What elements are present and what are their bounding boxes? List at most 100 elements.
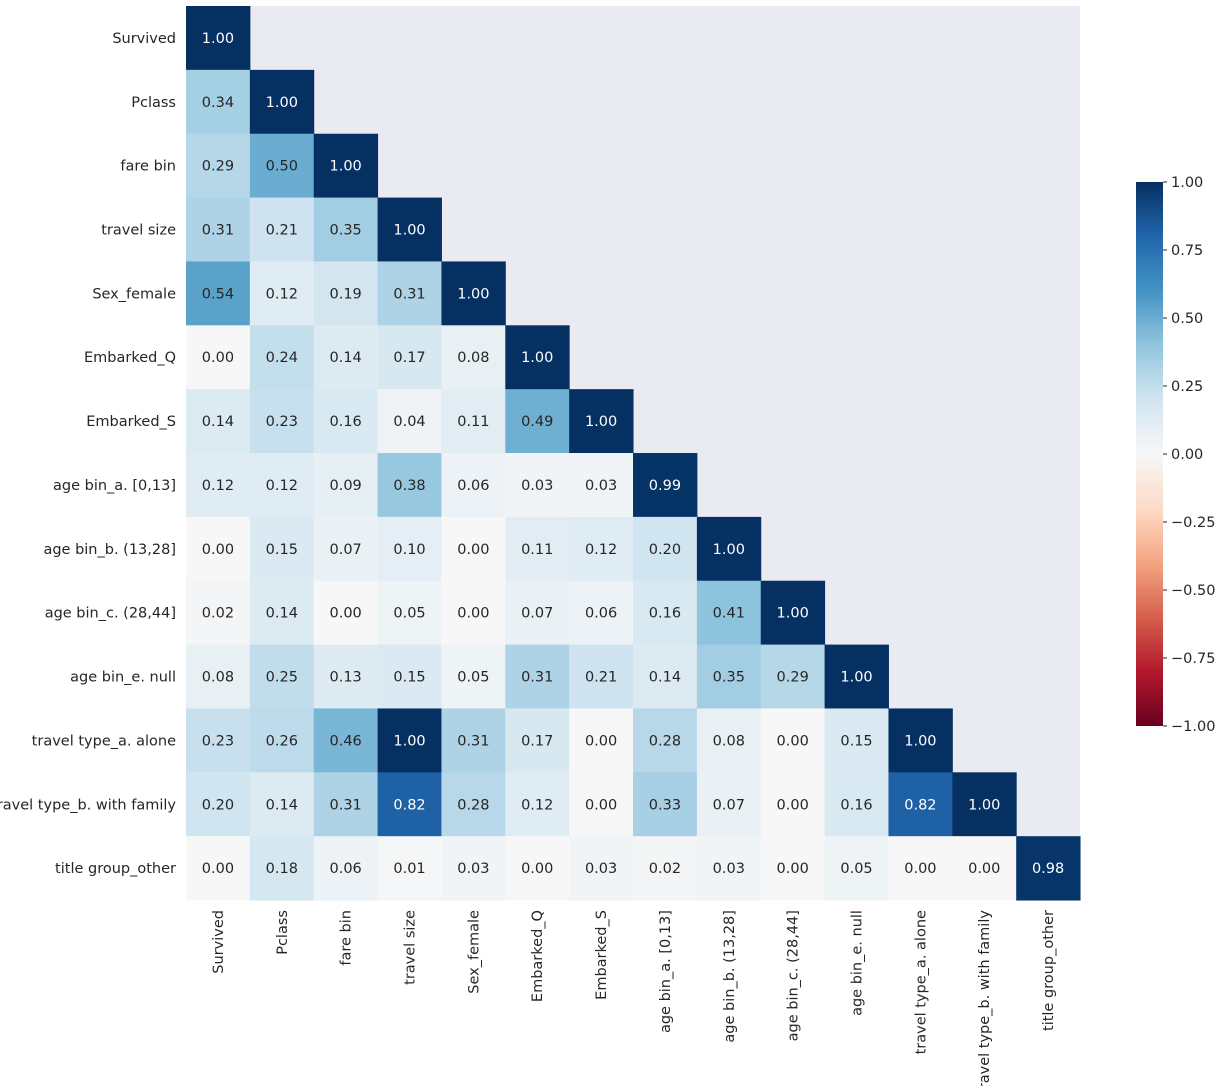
heatmap-cell-travel-type-b-with-family-travel-type-b-with-family — [952, 772, 1017, 837]
heatmap-cell-age-bin-e-null-age-bin-b-13-28 — [696, 644, 762, 709]
cell-annotation: 0.14 — [649, 670, 681, 686]
y-tick-label-sex-female: Sex_female — [92, 286, 176, 302]
heatmap-cell-travel-type-a-alone-embarked-q — [505, 708, 570, 773]
cell-annotation: 0.82 — [904, 797, 936, 813]
cell-annotation: 0.33 — [649, 797, 681, 813]
cell-annotation: 0.02 — [202, 606, 234, 622]
heatmap-cell-age-bin-b-13-28-sex-female — [441, 516, 506, 582]
heatmap-cell-embarked-q-sex-female — [441, 325, 506, 390]
y-tick-label-travel-type-a-alone: travel type_a. alone — [32, 733, 176, 749]
cell-annotation: 1.00 — [330, 159, 362, 175]
cell-annotation: 0.23 — [266, 414, 298, 430]
cell-annotation: 0.00 — [202, 542, 234, 558]
heatmap-cell-title-group-other-travel-type-b-with-family — [952, 836, 1017, 901]
heatmap-cell-fare-bin-fare-bin — [313, 133, 379, 199]
x-tick-label-survived: Survived — [211, 910, 227, 974]
heatmap-cell-travel-type-a-alone-age-bin-c-28-44 — [760, 708, 826, 773]
colorbar-tick-label: 0.00 — [1171, 447, 1203, 463]
heatmap-cell-title-group-other-survived — [186, 836, 251, 901]
cell-annotation: 0.29 — [777, 670, 809, 686]
heatmap-cell-travel-type-a-alone-sex-female — [441, 708, 506, 773]
heatmap-cell-fare-bin-survived — [186, 133, 251, 199]
cell-annotation: 0.07 — [713, 797, 745, 813]
colorbar-ticks: 1.00 0.75 0.50 0.25 0.00 −0.25 −0.50 −0.75 −1.00 — [1163, 175, 1215, 735]
y-tick-label-age-bin-c-28-44: age bin_c. (28,44] — [45, 606, 176, 622]
cell-annotation: 0.18 — [266, 861, 298, 877]
cell-annotation: 0.05 — [840, 861, 872, 877]
heatmap-annotations: 1.00 0.34 1.00 0.29 0.50 1.00 0.31 0.21 0.35 1.00… — [202, 31, 1064, 877]
heatmap-cell-age-bin-b-13-28-age-bin-b-13-28 — [696, 516, 762, 582]
heatmap-cell-travel-type-b-with-family-fare-bin — [313, 772, 379, 837]
colorbar-tick-label: 0.50 — [1171, 311, 1203, 327]
x-tick-label-travel-size: travel size — [403, 910, 419, 985]
heatmap-cell-travel-type-b-with-family-travel-size — [377, 772, 442, 837]
heatmap-cell-age-bin-c-28-44-pclass — [249, 580, 315, 646]
cell-annotation: 0.05 — [457, 670, 489, 686]
cell-annotation: 0.31 — [521, 670, 553, 686]
heatmap-cell-fare-bin-pclass — [249, 133, 315, 199]
heatmap-cells — [186, 6, 1081, 901]
cell-annotation: 0.15 — [266, 542, 298, 558]
colorbar-tick-label: 0.75 — [1171, 243, 1203, 259]
cell-annotation: 0.21 — [266, 223, 298, 239]
cell-annotation: 0.28 — [457, 797, 489, 813]
cell-annotation: 0.35 — [713, 670, 745, 686]
heatmap-cell-age-bin-e-null-sex-female — [441, 644, 506, 709]
heatmap-cell-age-bin-c-28-44-embarked-s — [569, 580, 634, 646]
heatmap-cell-travel-size-pclass — [249, 197, 315, 262]
cell-annotation: 0.03 — [713, 861, 745, 877]
cell-annotation: 1.00 — [202, 31, 234, 47]
cell-annotation: 0.15 — [393, 670, 425, 686]
cell-annotation: 0.03 — [585, 861, 617, 877]
x-tick-label-travel-type-a-alone: travel type_a. alone — [913, 910, 929, 1054]
cell-annotation: 0.17 — [393, 350, 425, 366]
heatmap-cell-age-bin-a-0-13-embarked-s — [569, 453, 634, 518]
cell-annotation: 0.00 — [521, 861, 553, 877]
heatmap-cell-age-bin-a-0-13-survived — [186, 453, 251, 518]
heatmap-cell-travel-type-a-alone-age-bin-b-13-28 — [696, 708, 762, 773]
cell-annotation: 0.31 — [457, 733, 489, 749]
cell-annotation: 0.10 — [393, 542, 425, 558]
cell-annotation: 0.19 — [330, 286, 362, 302]
colorbar-tick-label: −1.00 — [1171, 719, 1215, 735]
cell-annotation: 0.12 — [266, 286, 298, 302]
x-tick-label-sex-female: Sex_female — [466, 910, 482, 994]
heatmap-cell-age-bin-a-0-13-pclass — [249, 453, 315, 518]
cell-annotation: 0.14 — [330, 350, 362, 366]
heatmap-cell-age-bin-e-null-embarked-s — [569, 644, 634, 709]
heatmap-cell-travel-type-b-with-family-age-bin-a-0-13 — [633, 772, 698, 837]
cell-annotation: 0.01 — [393, 861, 425, 877]
cell-annotation: 0.99 — [649, 478, 681, 494]
heatmap-cell-age-bin-b-13-28-travel-size — [377, 516, 442, 582]
x-tick-label-age-bin-a-0-13: age bin_a. [0,13] — [658, 910, 674, 1033]
heatmap-cell-travel-type-b-with-family-travel-type-a-alone — [888, 772, 953, 837]
heatmap-cell-pclass-pclass — [249, 69, 315, 135]
cell-annotation: 0.26 — [266, 733, 298, 749]
heatmap-cell-travel-type-b-with-family-embarked-q — [505, 772, 570, 837]
cell-annotation: 0.46 — [330, 733, 362, 749]
heatmap-cell-age-bin-c-28-44-travel-size — [377, 580, 442, 646]
cell-annotation: 1.00 — [904, 733, 936, 749]
x-tick-label-age-bin-b-13-28: age bin_b. (13,28] — [722, 910, 738, 1043]
cell-annotation: 0.31 — [330, 797, 362, 813]
heatmap-cell-pclass-survived — [186, 69, 251, 135]
heatmap-cell-travel-type-b-with-family-age-bin-e-null — [824, 772, 889, 837]
heatmap-cell-age-bin-a-0-13-fare-bin — [313, 453, 379, 518]
heatmap-cell-title-group-other-embarked-q — [505, 836, 570, 901]
heatmap-cell-title-group-other-fare-bin — [313, 836, 379, 901]
x-tick-label-fare-bin: fare bin — [339, 910, 355, 966]
cell-annotation: 0.12 — [202, 478, 234, 494]
cell-annotation: 1.00 — [521, 350, 553, 366]
cell-annotation: 0.00 — [457, 542, 489, 558]
heatmap-cell-title-group-other-age-bin-e-null — [824, 836, 889, 901]
heatmap-cell-age-bin-b-13-28-embarked-s — [569, 516, 634, 582]
heatmap-cell-age-bin-c-28-44-fare-bin — [313, 580, 379, 646]
heatmap-cell-embarked-s-survived — [186, 389, 251, 454]
heatmap-cell-age-bin-b-13-28-age-bin-a-0-13 — [633, 516, 698, 582]
heatmap-cell-age-bin-b-13-28-fare-bin — [313, 516, 379, 582]
heatmap-cell-age-bin-e-null-age-bin-c-28-44 — [760, 644, 826, 709]
heatmap-cell-age-bin-e-null-travel-size — [377, 644, 442, 709]
heatmap-cell-title-group-other-travel-size — [377, 836, 442, 901]
heatmap-cell-title-group-other-title-group-other — [1016, 836, 1081, 901]
